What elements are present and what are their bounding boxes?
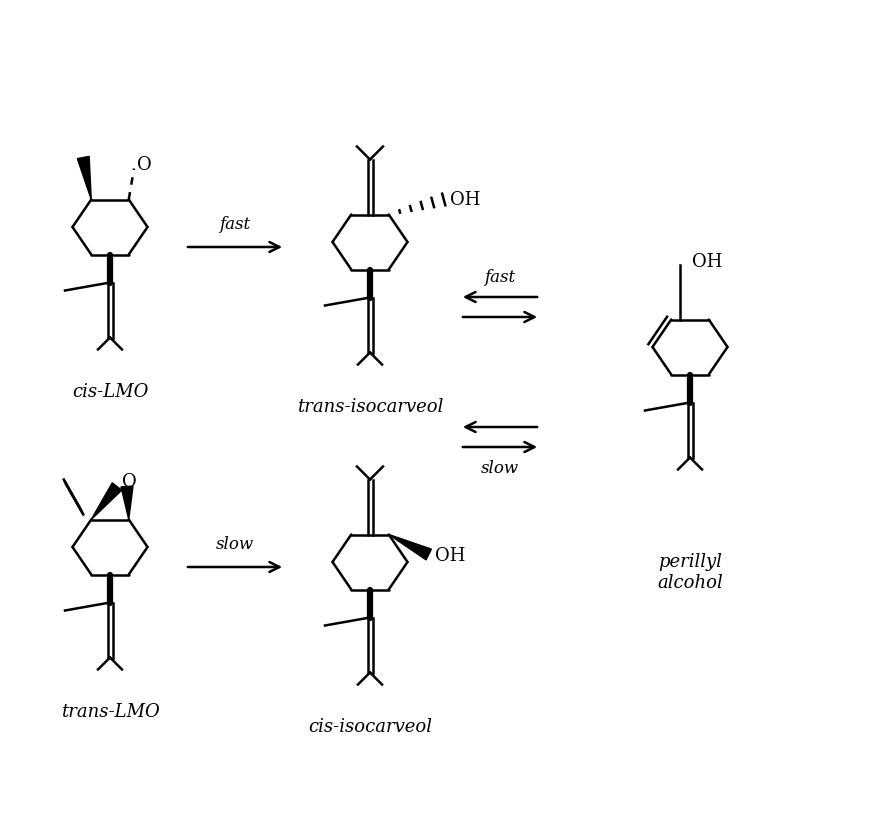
Text: slow: slow <box>216 535 254 552</box>
Text: OH: OH <box>435 547 465 565</box>
Text: fast: fast <box>485 269 515 285</box>
Text: cis-isocarveol: cis-isocarveol <box>308 717 432 735</box>
Text: trans-isocarveol: trans-isocarveol <box>296 398 443 415</box>
Text: OH: OH <box>450 191 480 209</box>
Text: trans-LMO: trans-LMO <box>61 702 160 720</box>
Text: cis-LMO: cis-LMO <box>72 383 148 400</box>
Polygon shape <box>92 483 122 520</box>
Text: O: O <box>137 156 152 174</box>
Text: O: O <box>121 473 136 491</box>
Text: OH: OH <box>692 253 722 271</box>
Text: slow: slow <box>481 460 519 476</box>
Polygon shape <box>78 157 92 200</box>
Text: fast: fast <box>220 216 250 232</box>
Text: perillyl
alcohol: perillyl alcohol <box>657 552 723 591</box>
Polygon shape <box>121 486 133 520</box>
Polygon shape <box>389 535 432 560</box>
